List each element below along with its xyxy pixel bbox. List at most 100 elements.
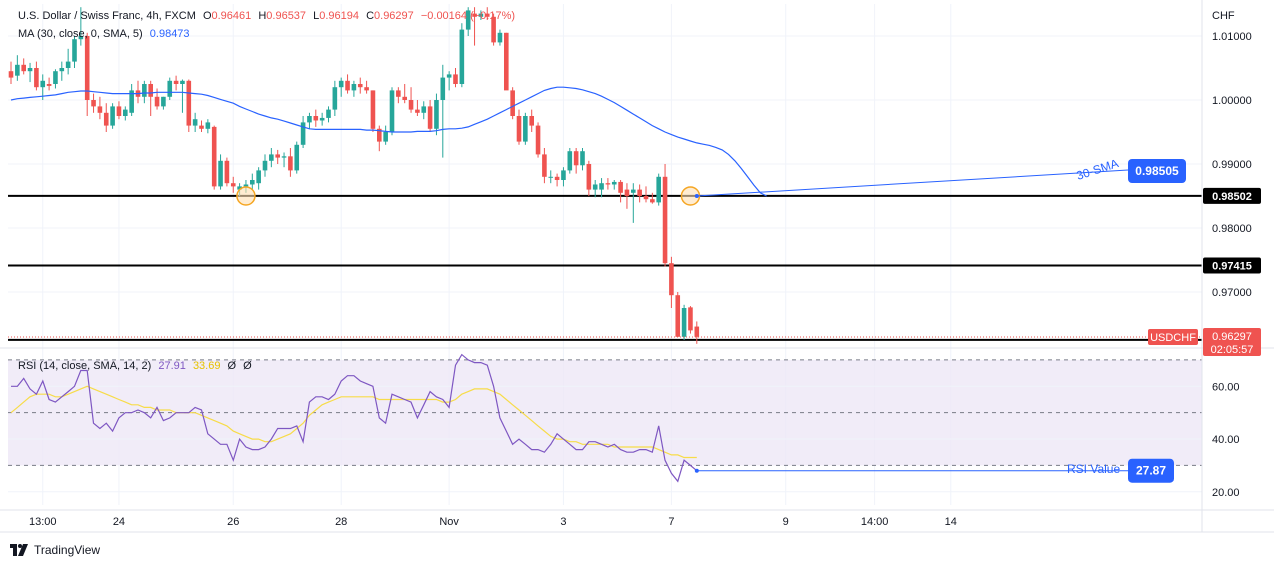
rsi-tick-label: 60.00 xyxy=(1212,381,1240,393)
candle-body xyxy=(300,122,306,145)
candle-body xyxy=(434,100,439,129)
time-tick-label: 14 xyxy=(945,516,957,528)
candle-body xyxy=(548,176,554,178)
candle-body xyxy=(427,106,433,129)
candle-body xyxy=(643,196,649,200)
axes xyxy=(0,0,1274,533)
rsi-annotation-text: RSI Value xyxy=(1067,462,1120,476)
candle-body xyxy=(40,80,46,88)
last-price-label: 0.96297 xyxy=(1212,331,1252,343)
candle-body xyxy=(288,156,293,171)
candle-body xyxy=(211,126,217,187)
candle-body xyxy=(688,307,693,331)
close-value: 0.96297 xyxy=(374,10,414,22)
footer: TradingView xyxy=(10,543,100,557)
candle-body xyxy=(269,154,274,161)
candle-body xyxy=(84,36,90,100)
candle-body xyxy=(377,128,382,142)
open-value: 0.96461 xyxy=(211,10,252,22)
rsi-value: 27.91 xyxy=(158,360,186,372)
time-tick-label: 24 xyxy=(113,516,125,528)
change-value: −0.00164 (−0.17%) xyxy=(420,10,516,22)
candle-body xyxy=(53,71,58,84)
symbol-title[interactable]: U.S. Dollar / Swiss Franc, 4h, FXCM xyxy=(18,10,196,22)
rsi-legend: RSI (14, close, SMA, 14, 2) 27.91 33.69 … xyxy=(18,360,256,372)
candle-body xyxy=(313,116,319,121)
rsi-line xyxy=(11,353,698,483)
candle-body xyxy=(72,39,77,62)
sma-value-badge xyxy=(1128,159,1186,183)
candle-body xyxy=(370,90,376,129)
signal-marker xyxy=(236,186,256,206)
candle-body xyxy=(97,106,103,113)
candle-body xyxy=(281,156,287,158)
brand-text[interactable]: TradingView xyxy=(34,543,101,557)
price-line-badge xyxy=(1203,257,1261,274)
ma-series xyxy=(10,86,767,197)
candle-body xyxy=(459,29,465,85)
rsi-annotation-point xyxy=(694,468,699,473)
candle-body xyxy=(440,77,446,100)
candle-body xyxy=(573,151,579,166)
rsi-extra-2: Ø xyxy=(243,360,252,372)
signal-markers xyxy=(236,186,701,206)
candle-body xyxy=(161,96,166,107)
candle-body xyxy=(415,109,420,113)
candle-body xyxy=(516,116,522,142)
candle-body xyxy=(142,84,147,97)
candle-body xyxy=(535,125,541,155)
candle-body xyxy=(497,32,503,43)
price-line-label: 0.97415 xyxy=(1212,260,1252,272)
candle-body xyxy=(256,170,261,184)
candle-body xyxy=(192,119,198,126)
rsi-label[interactable]: RSI (14, close, SMA, 14, 2) xyxy=(18,360,152,372)
candle-body xyxy=(389,90,395,132)
ma-label[interactable]: MA (30, close, 0, SMA, 5) xyxy=(18,28,143,40)
rsi-ma-line xyxy=(10,385,697,459)
candle-body xyxy=(167,80,173,97)
countdown-label: 02:05:57 xyxy=(1211,344,1254,356)
price-tick-label: 0.98000 xyxy=(1212,223,1252,235)
sma-annotation-point xyxy=(694,194,699,198)
candle-body xyxy=(103,112,109,126)
candle-body xyxy=(46,84,52,86)
last-price-badge xyxy=(1203,327,1261,356)
rsi-ma-value: 33.69 xyxy=(192,360,221,372)
candle-body xyxy=(8,71,14,78)
candle-body xyxy=(396,90,401,97)
candle-body xyxy=(332,87,338,110)
candle-body xyxy=(275,154,280,158)
horizontal-price-lines[interactable] xyxy=(8,194,1202,341)
candle-body xyxy=(319,117,325,121)
candle-body xyxy=(243,184,249,187)
price-tick-label: 1.01000 xyxy=(1212,31,1252,43)
candle-body xyxy=(199,125,204,129)
candle-body xyxy=(542,154,547,177)
candle-body xyxy=(91,100,96,107)
time-tick-label: 14:00 xyxy=(861,516,889,528)
rsi-value-badge xyxy=(1128,458,1174,483)
candle-body xyxy=(637,189,642,196)
candle-body xyxy=(294,144,300,171)
price-line-badge xyxy=(1203,187,1261,204)
time-tick-label: 9 xyxy=(783,516,789,528)
candle-body xyxy=(605,183,611,185)
candle-body xyxy=(402,96,407,100)
candle-body xyxy=(478,13,484,17)
sma-annotation-line xyxy=(696,169,1129,197)
candle-body xyxy=(237,186,242,190)
ma-line xyxy=(10,86,767,197)
open-label: O xyxy=(202,10,212,22)
price-tick-label: 0.97000 xyxy=(1212,287,1252,299)
sma-value-badge-text: 0.98505 xyxy=(1135,164,1179,178)
candle-body xyxy=(611,181,617,185)
candle-body xyxy=(662,176,668,264)
candle-body xyxy=(529,116,534,126)
candle-body xyxy=(65,61,71,68)
candle-body xyxy=(173,80,179,84)
candle-body xyxy=(326,109,331,118)
candle-body xyxy=(180,80,185,84)
candle-body xyxy=(453,74,458,84)
candle-body xyxy=(624,189,630,196)
